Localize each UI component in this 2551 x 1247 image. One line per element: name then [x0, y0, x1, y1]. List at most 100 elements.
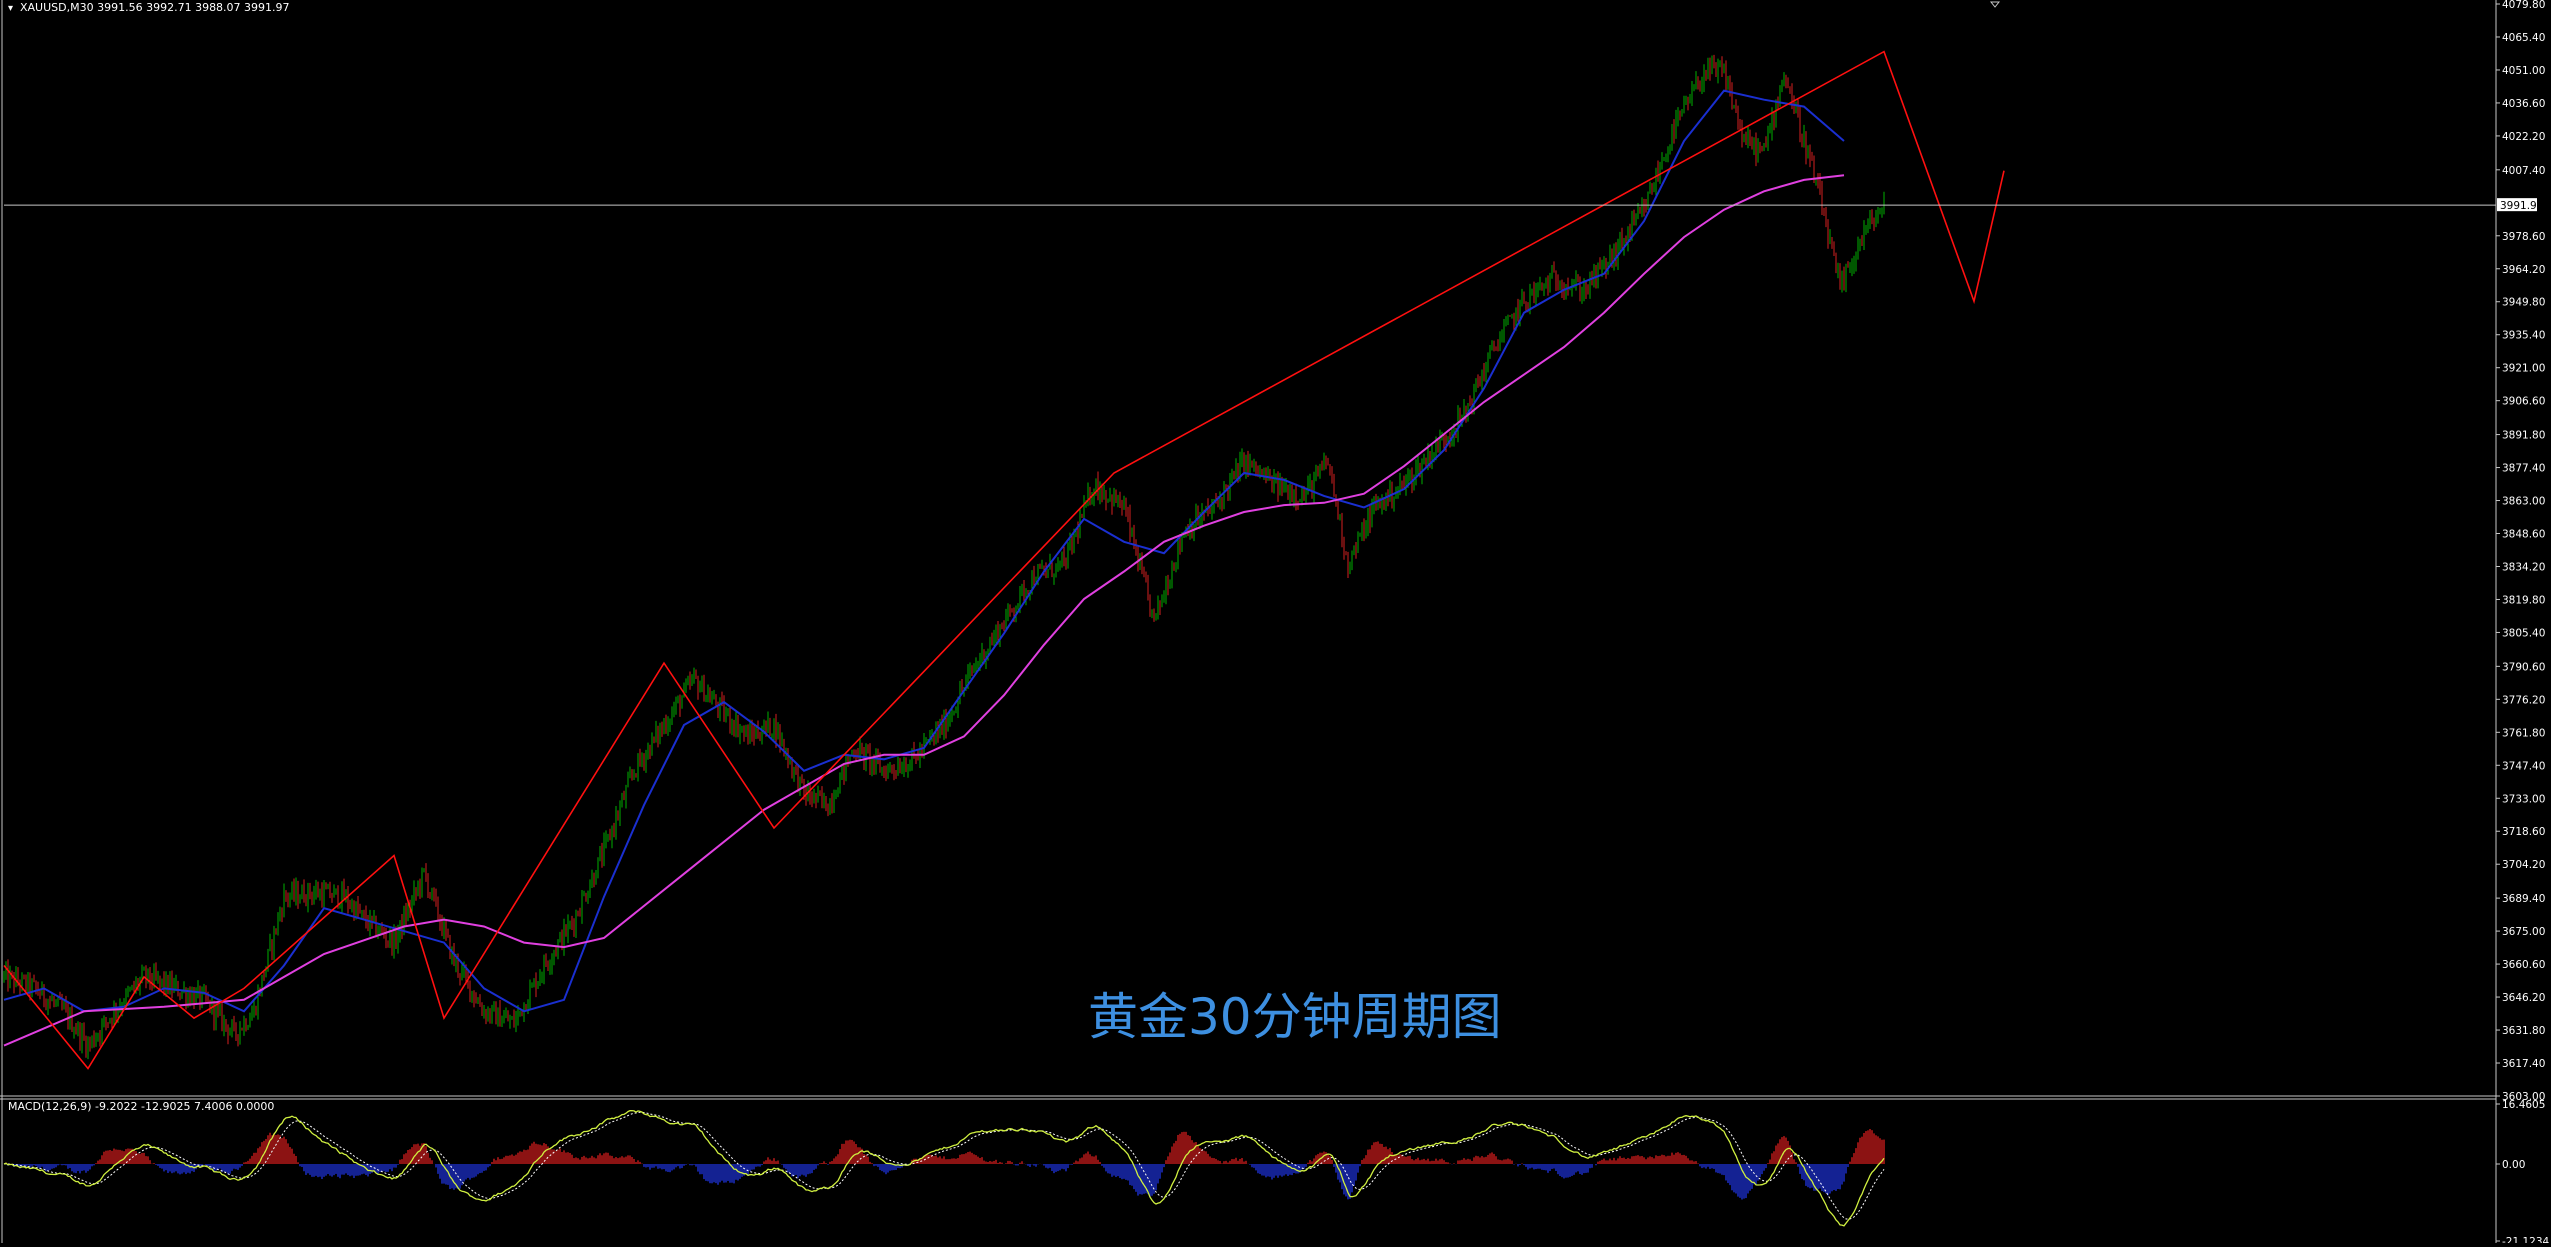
candle-body [1065, 560, 1067, 568]
candle-body [1551, 270, 1553, 276]
candle-body [747, 728, 749, 744]
candle-body [1143, 571, 1145, 575]
candle-body [77, 1025, 79, 1033]
chart-menu-arrow-icon[interactable]: ▾ [8, 3, 13, 14]
candle-body [1533, 289, 1535, 297]
candle-body [675, 700, 677, 710]
candle-body [291, 885, 293, 897]
candle-body [165, 976, 167, 989]
candle-body [729, 711, 731, 728]
candle-body [605, 837, 607, 842]
candle-body [1831, 238, 1833, 244]
candle-body [1653, 190, 1655, 192]
candle-body [871, 756, 873, 768]
candle-body [379, 927, 381, 934]
candle-body [1389, 484, 1391, 502]
candle-body [135, 981, 137, 989]
candle-body [111, 1018, 113, 1022]
candle-body [1701, 84, 1703, 89]
candle-body [257, 991, 259, 1014]
candle-body [1751, 141, 1753, 148]
candle-body [1611, 252, 1613, 264]
candle-body [1877, 212, 1879, 219]
candle-body [295, 886, 297, 897]
candle-body [191, 992, 193, 1003]
chart-shift-icon[interactable] [1989, 1, 2001, 8]
candle-body [799, 776, 801, 791]
candle-body [1517, 307, 1519, 318]
candle-body [293, 885, 295, 897]
candle-body [233, 1023, 235, 1025]
candle-body [381, 927, 383, 931]
candle-body [541, 975, 543, 978]
candle-body [1543, 283, 1545, 288]
candle-body [27, 976, 29, 990]
candle-body [639, 754, 641, 762]
candle-body [1755, 139, 1757, 158]
candle-body [3, 973, 5, 977]
candle-body [1041, 567, 1043, 569]
candle-body [1555, 272, 1557, 284]
candle-body [925, 740, 927, 742]
candle-body [885, 771, 887, 779]
candle-body [215, 1007, 217, 1022]
candle-body [1857, 244, 1859, 256]
candle-body [995, 627, 997, 635]
candle-body [489, 1010, 491, 1019]
candle-body [659, 727, 661, 740]
candle-body [1173, 567, 1175, 569]
candle-body [337, 888, 339, 906]
candle-body [807, 789, 809, 800]
candle-body [217, 1007, 219, 1010]
candle-body [1505, 323, 1507, 327]
candle-body [1321, 467, 1323, 469]
candle-body [25, 977, 27, 990]
candle-body [987, 649, 989, 654]
candle-body [1815, 180, 1817, 182]
candle-body [1647, 192, 1649, 209]
candle-body [797, 769, 799, 791]
candle-body [585, 894, 587, 901]
candle-body [1473, 383, 1475, 408]
candle-body [643, 759, 645, 765]
candle-body [657, 728, 659, 740]
candle-body [1401, 481, 1403, 484]
candle-body [551, 958, 553, 966]
candle-body [1735, 105, 1737, 110]
candle-body [1639, 210, 1641, 214]
candle-body [957, 703, 959, 711]
candle-body [519, 1010, 521, 1012]
candle-body [821, 794, 823, 802]
candle-body [313, 892, 315, 899]
candle-body [617, 814, 619, 818]
candle-body [125, 990, 127, 1005]
candle-body [803, 779, 805, 792]
candle-body [841, 765, 843, 776]
candle-body [287, 896, 289, 900]
candle-body [249, 1020, 251, 1027]
candle-body [1323, 460, 1325, 469]
candle-body [1739, 125, 1741, 128]
candle-body [289, 896, 291, 900]
candle-body [775, 719, 777, 740]
candle-body [601, 851, 603, 861]
price-tick-label: 3906.60 [2502, 396, 2545, 408]
candle-body [1307, 482, 1309, 494]
price-tick-label: 3877.40 [2502, 463, 2545, 475]
price-tick-label: 3689.40 [2502, 893, 2545, 905]
candle-body [1743, 137, 1745, 139]
candle-body [1603, 260, 1605, 265]
candle-body [811, 798, 813, 802]
candle-body [559, 933, 561, 941]
candle-body [173, 984, 175, 992]
candle-body [815, 793, 817, 801]
candle-body [1863, 229, 1865, 245]
candle-body [1747, 133, 1749, 145]
candle-body [549, 965, 551, 967]
candle-body [1409, 472, 1411, 476]
candle-body [1293, 491, 1295, 500]
candle-body [1287, 486, 1289, 500]
candle-body [461, 969, 463, 977]
candle-body [695, 671, 697, 679]
